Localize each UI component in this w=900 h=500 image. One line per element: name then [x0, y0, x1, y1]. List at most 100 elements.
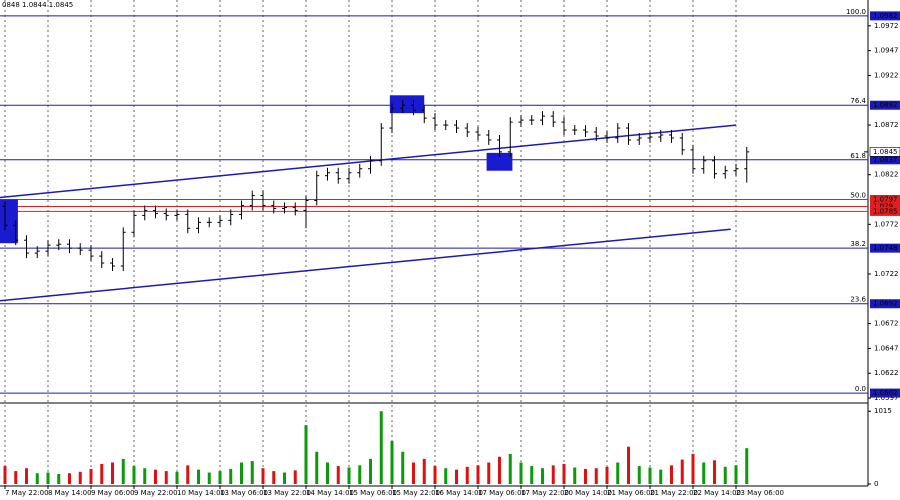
volume-bar	[680, 459, 684, 484]
trendline	[0, 124, 737, 199]
volume-bar	[111, 462, 114, 484]
price-box	[870, 11, 900, 21]
price-box-label: 1.0892	[873, 101, 898, 109]
volume-bar	[218, 471, 222, 484]
volume-bar	[648, 467, 652, 484]
price-box	[870, 243, 900, 253]
volume-bar	[304, 425, 308, 484]
volume-bar	[100, 463, 104, 484]
volume-bar	[57, 473, 61, 484]
price-box-label: 1.0602	[873, 389, 898, 397]
price-box	[870, 201, 900, 211]
volume-bar	[369, 458, 372, 484]
volume-bar	[508, 453, 512, 484]
x-tick-label: 13 May 22:00	[263, 489, 311, 497]
x-tick-label: 23 May 06:00	[736, 489, 784, 497]
last-price-label: 1.0845	[873, 148, 898, 156]
x-tick-label: 16 May 14:00	[435, 489, 483, 497]
volume-bar	[487, 462, 491, 484]
volume-bar	[530, 466, 534, 484]
x-tick-label: 15 May 06:00	[349, 489, 397, 497]
volume-bar	[3, 466, 7, 484]
volume-bar	[14, 471, 18, 484]
price-box	[870, 388, 900, 398]
volume-bar	[379, 411, 383, 484]
x-tick-label: 17 May 06:00	[478, 489, 526, 497]
trendline	[0, 228, 731, 302]
last-price-box	[869, 147, 900, 157]
volume-tick-label: 0	[874, 480, 878, 488]
y-tick-label: 1.0647	[874, 344, 899, 352]
price-box-label: 1.0797	[873, 196, 898, 204]
volume-bar	[401, 451, 405, 484]
volume-bar	[390, 440, 394, 484]
volume-bar	[25, 468, 28, 484]
volume-bar	[734, 465, 738, 484]
y-tick-label: 1.0947	[874, 47, 899, 55]
y-tick-label: 1.0722	[874, 270, 899, 278]
volume-bar	[551, 465, 555, 484]
volume-bar	[326, 462, 329, 484]
level-label: 76.4	[850, 97, 866, 105]
marker-box	[0, 199, 18, 244]
volume-bar	[455, 469, 458, 484]
volume-bar	[283, 472, 286, 484]
volume-bar	[207, 472, 211, 484]
price-box-label: 1.0785	[873, 207, 898, 215]
volume-bar	[89, 468, 93, 484]
volume-bar	[358, 465, 362, 484]
x-tick-label: 17 May 22:00	[521, 489, 569, 497]
volume-bar	[541, 468, 544, 484]
volume-bar	[336, 466, 340, 484]
volume-bar	[444, 468, 448, 484]
volume-bar	[412, 462, 415, 484]
volume-bar	[347, 467, 351, 484]
x-tick-label: 9 May 22:00	[134, 489, 178, 497]
volume-bar	[164, 471, 168, 484]
price-box-label: 1.0692	[873, 300, 898, 308]
volume-bar	[132, 466, 136, 484]
volume-bar	[702, 462, 706, 484]
level-label: 0.0	[855, 385, 866, 393]
volume-bar	[584, 468, 587, 484]
x-tick-label: 14 May 14:00	[306, 489, 354, 497]
volume-bar	[594, 468, 598, 484]
x-tick-label: 20 May 14:00	[564, 489, 612, 497]
y-tick-label: 1.0872	[874, 121, 899, 129]
y-tick-label: 1.0922	[874, 71, 899, 79]
volume-bar	[637, 466, 641, 484]
x-tick-label: 13 May 06:00	[220, 489, 268, 497]
volume-bar	[616, 462, 620, 484]
volume-bar	[121, 458, 125, 484]
volume-bar	[197, 469, 200, 484]
y-tick-label: 1.0972	[874, 22, 899, 30]
price-box-label: 1.0837	[873, 156, 898, 164]
volume-bar	[627, 446, 630, 484]
price-box-label: 1.0748	[873, 244, 898, 252]
volume-bar	[46, 472, 50, 484]
price-box	[870, 299, 900, 309]
price-box	[870, 100, 900, 110]
volume-bar	[691, 453, 695, 484]
y-tick-label: 1.0772	[874, 220, 899, 228]
x-tick-label: 15 May 22:00	[392, 489, 440, 497]
volume-bar	[186, 465, 190, 484]
volume-tick-label: 1015	[874, 407, 892, 415]
volume-bar	[261, 468, 265, 484]
volume-bar	[723, 466, 727, 484]
volume-bar	[659, 469, 663, 484]
x-tick-label: 21 May 22:00	[650, 489, 698, 497]
price-box-label: 1.0982	[873, 12, 898, 20]
volume-bar	[143, 468, 147, 484]
volume-bar	[78, 471, 82, 484]
volume-bar	[605, 466, 609, 484]
price-box	[870, 206, 900, 216]
volume-bar	[35, 473, 39, 484]
y-tick-label: 1.0672	[874, 320, 899, 328]
marker-box	[389, 95, 425, 114]
volume-bar	[175, 471, 179, 484]
volume-bar	[498, 456, 501, 484]
price-box	[870, 155, 900, 165]
volume-bar	[713, 460, 716, 484]
volume-bar	[250, 461, 254, 484]
